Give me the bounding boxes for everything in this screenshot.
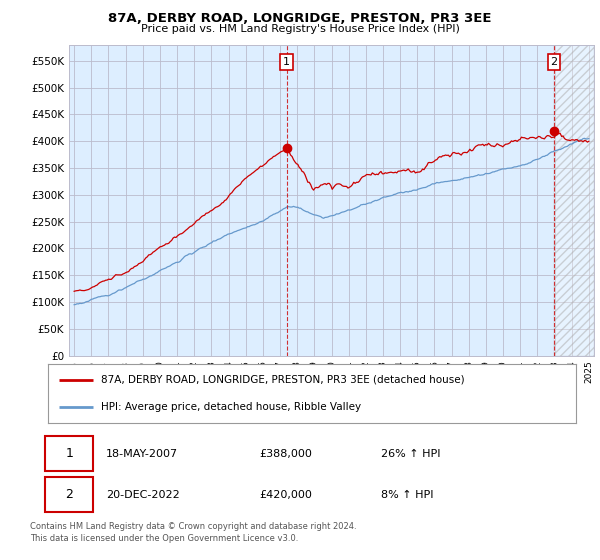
Text: 18-MAY-2007: 18-MAY-2007 [106,449,178,459]
Text: 87A, DERBY ROAD, LONGRIDGE, PRESTON, PR3 3EE (detached house): 87A, DERBY ROAD, LONGRIDGE, PRESTON, PR3… [101,375,464,385]
Text: Contains HM Land Registry data © Crown copyright and database right 2024.
This d: Contains HM Land Registry data © Crown c… [30,522,356,543]
Text: Price paid vs. HM Land Registry's House Price Index (HPI): Price paid vs. HM Land Registry's House … [140,24,460,34]
FancyBboxPatch shape [46,477,93,512]
Bar [554,45,594,356]
Text: 26% ↑ HPI: 26% ↑ HPI [380,449,440,459]
Bar [554,45,594,356]
Text: 20-DEC-2022: 20-DEC-2022 [106,489,180,500]
Text: 8% ↑ HPI: 8% ↑ HPI [380,489,433,500]
Text: 1: 1 [283,57,290,67]
Text: 2: 2 [550,57,557,67]
FancyBboxPatch shape [46,436,93,471]
Text: £388,000: £388,000 [259,449,312,459]
Text: 1: 1 [65,447,73,460]
Text: 2: 2 [65,488,73,501]
Text: HPI: Average price, detached house, Ribble Valley: HPI: Average price, detached house, Ribb… [101,402,361,412]
Text: £420,000: £420,000 [259,489,312,500]
Text: 87A, DERBY ROAD, LONGRIDGE, PRESTON, PR3 3EE: 87A, DERBY ROAD, LONGRIDGE, PRESTON, PR3… [108,12,492,25]
